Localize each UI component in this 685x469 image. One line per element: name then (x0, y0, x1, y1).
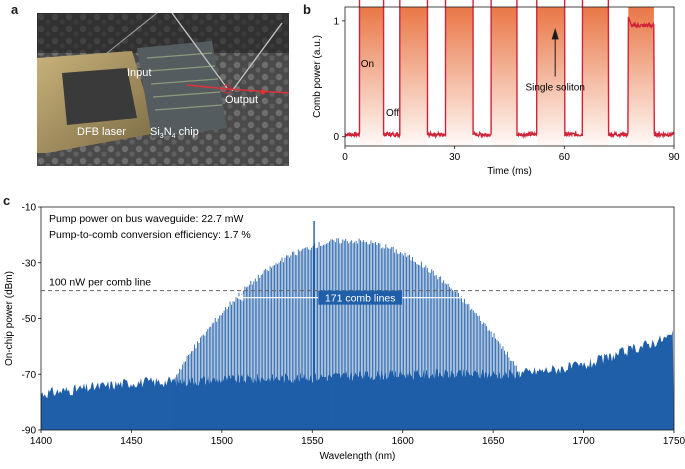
annotation-single-soliton: Single soliton (525, 82, 584, 93)
on-interval-3 (445, 7, 473, 146)
label-output: Output (225, 94, 258, 106)
x-tick-label-b: 0 (342, 152, 348, 163)
y-tick-label-c: -10 (22, 203, 37, 214)
y-tick-label-c: -50 (22, 314, 37, 325)
on-interval-1 (359, 7, 384, 146)
panel-c-letter: c (3, 193, 11, 208)
soliton-arrow-head (551, 27, 559, 40)
laser-block (62, 68, 137, 125)
y-axis-label-c: On-chip power (dBm) (4, 271, 15, 366)
label-chip: Si3N4 chip (150, 126, 199, 140)
chip-holder (137, 41, 227, 138)
x-tick-label-c: 1500 (211, 436, 234, 447)
x-tick-label-c: 1450 (120, 436, 143, 447)
y-tick-label-c: -90 (22, 426, 37, 437)
y-tick-label-c: -30 (22, 258, 37, 269)
comb-span-label-bg (318, 290, 403, 305)
on-interval-7 (628, 7, 654, 146)
label-dfb-laser: DFB laser (77, 126, 126, 138)
on-interval-2 (399, 7, 428, 146)
x-tick-label-b: 30 (449, 152, 461, 163)
axis-ticks-b: 0 30 60 90 0 1 (333, 16, 680, 163)
on-interval-4 (491, 7, 517, 146)
x-tick-label-b: 60 (559, 152, 571, 163)
light-path (186, 84, 289, 94)
series-comb-power-trace (344, 0, 675, 139)
panel-a-letter: a (11, 2, 19, 17)
x-tick-label-c: 1650 (482, 436, 505, 447)
annotation-off: Off (386, 108, 399, 119)
y-axis-label-b: Comb power (a.u.) (312, 35, 323, 118)
info-conversion-efficiency: Pump-to-comb conversion efficiency: 1.7 … (49, 229, 251, 241)
device-photo: Input Output DFB laser Si3N4 chip (37, 13, 289, 166)
series-noise-floor (41, 330, 674, 430)
label-input: Input (127, 67, 151, 79)
comb-span-arrow-right (477, 294, 485, 302)
threshold-label: 100 nW per comb line (49, 277, 151, 289)
panel-b-letter: b (303, 2, 311, 17)
x-tick-label-c: 1750 (663, 436, 685, 447)
plot-frame-c (40, 206, 675, 431)
plot-frame-b (344, 6, 675, 147)
comb-span-arrow-left (236, 294, 244, 302)
on-state-shading (359, 7, 654, 146)
comb-span-label: 171 comb lines (325, 293, 396, 305)
y-tick-label-b: 0 (333, 132, 339, 143)
on-interval-5 (536, 7, 565, 146)
axis-ticks-c: 1400 1450 1500 1550 1600 1650 1700 1750 -90 -70 -5… (22, 203, 685, 448)
on-interval-6 (582, 7, 609, 146)
info-pump-power: Pump power on bus waveguide: 22.7 mW (49, 213, 243, 225)
fiber-output (231, 22, 283, 92)
x-tick-label-c: 1700 (572, 436, 595, 447)
annotation-on: On (361, 59, 374, 70)
y-tick-label-b: 1 (333, 16, 339, 27)
x-tick-label-c: 1600 (392, 436, 415, 447)
x-tick-label-c: 1400 (30, 436, 53, 447)
x-axis-label-c: Wavelength (nm) (320, 451, 396, 462)
y-tick-label-c: -70 (22, 370, 37, 381)
x-axis-label-b: Time (ms) (487, 166, 532, 177)
x-tick-label-c: 1550 (301, 436, 324, 447)
fiber-input (171, 13, 228, 89)
x-tick-label-b: 90 (668, 152, 680, 163)
series-comb-lines (171, 238, 520, 430)
